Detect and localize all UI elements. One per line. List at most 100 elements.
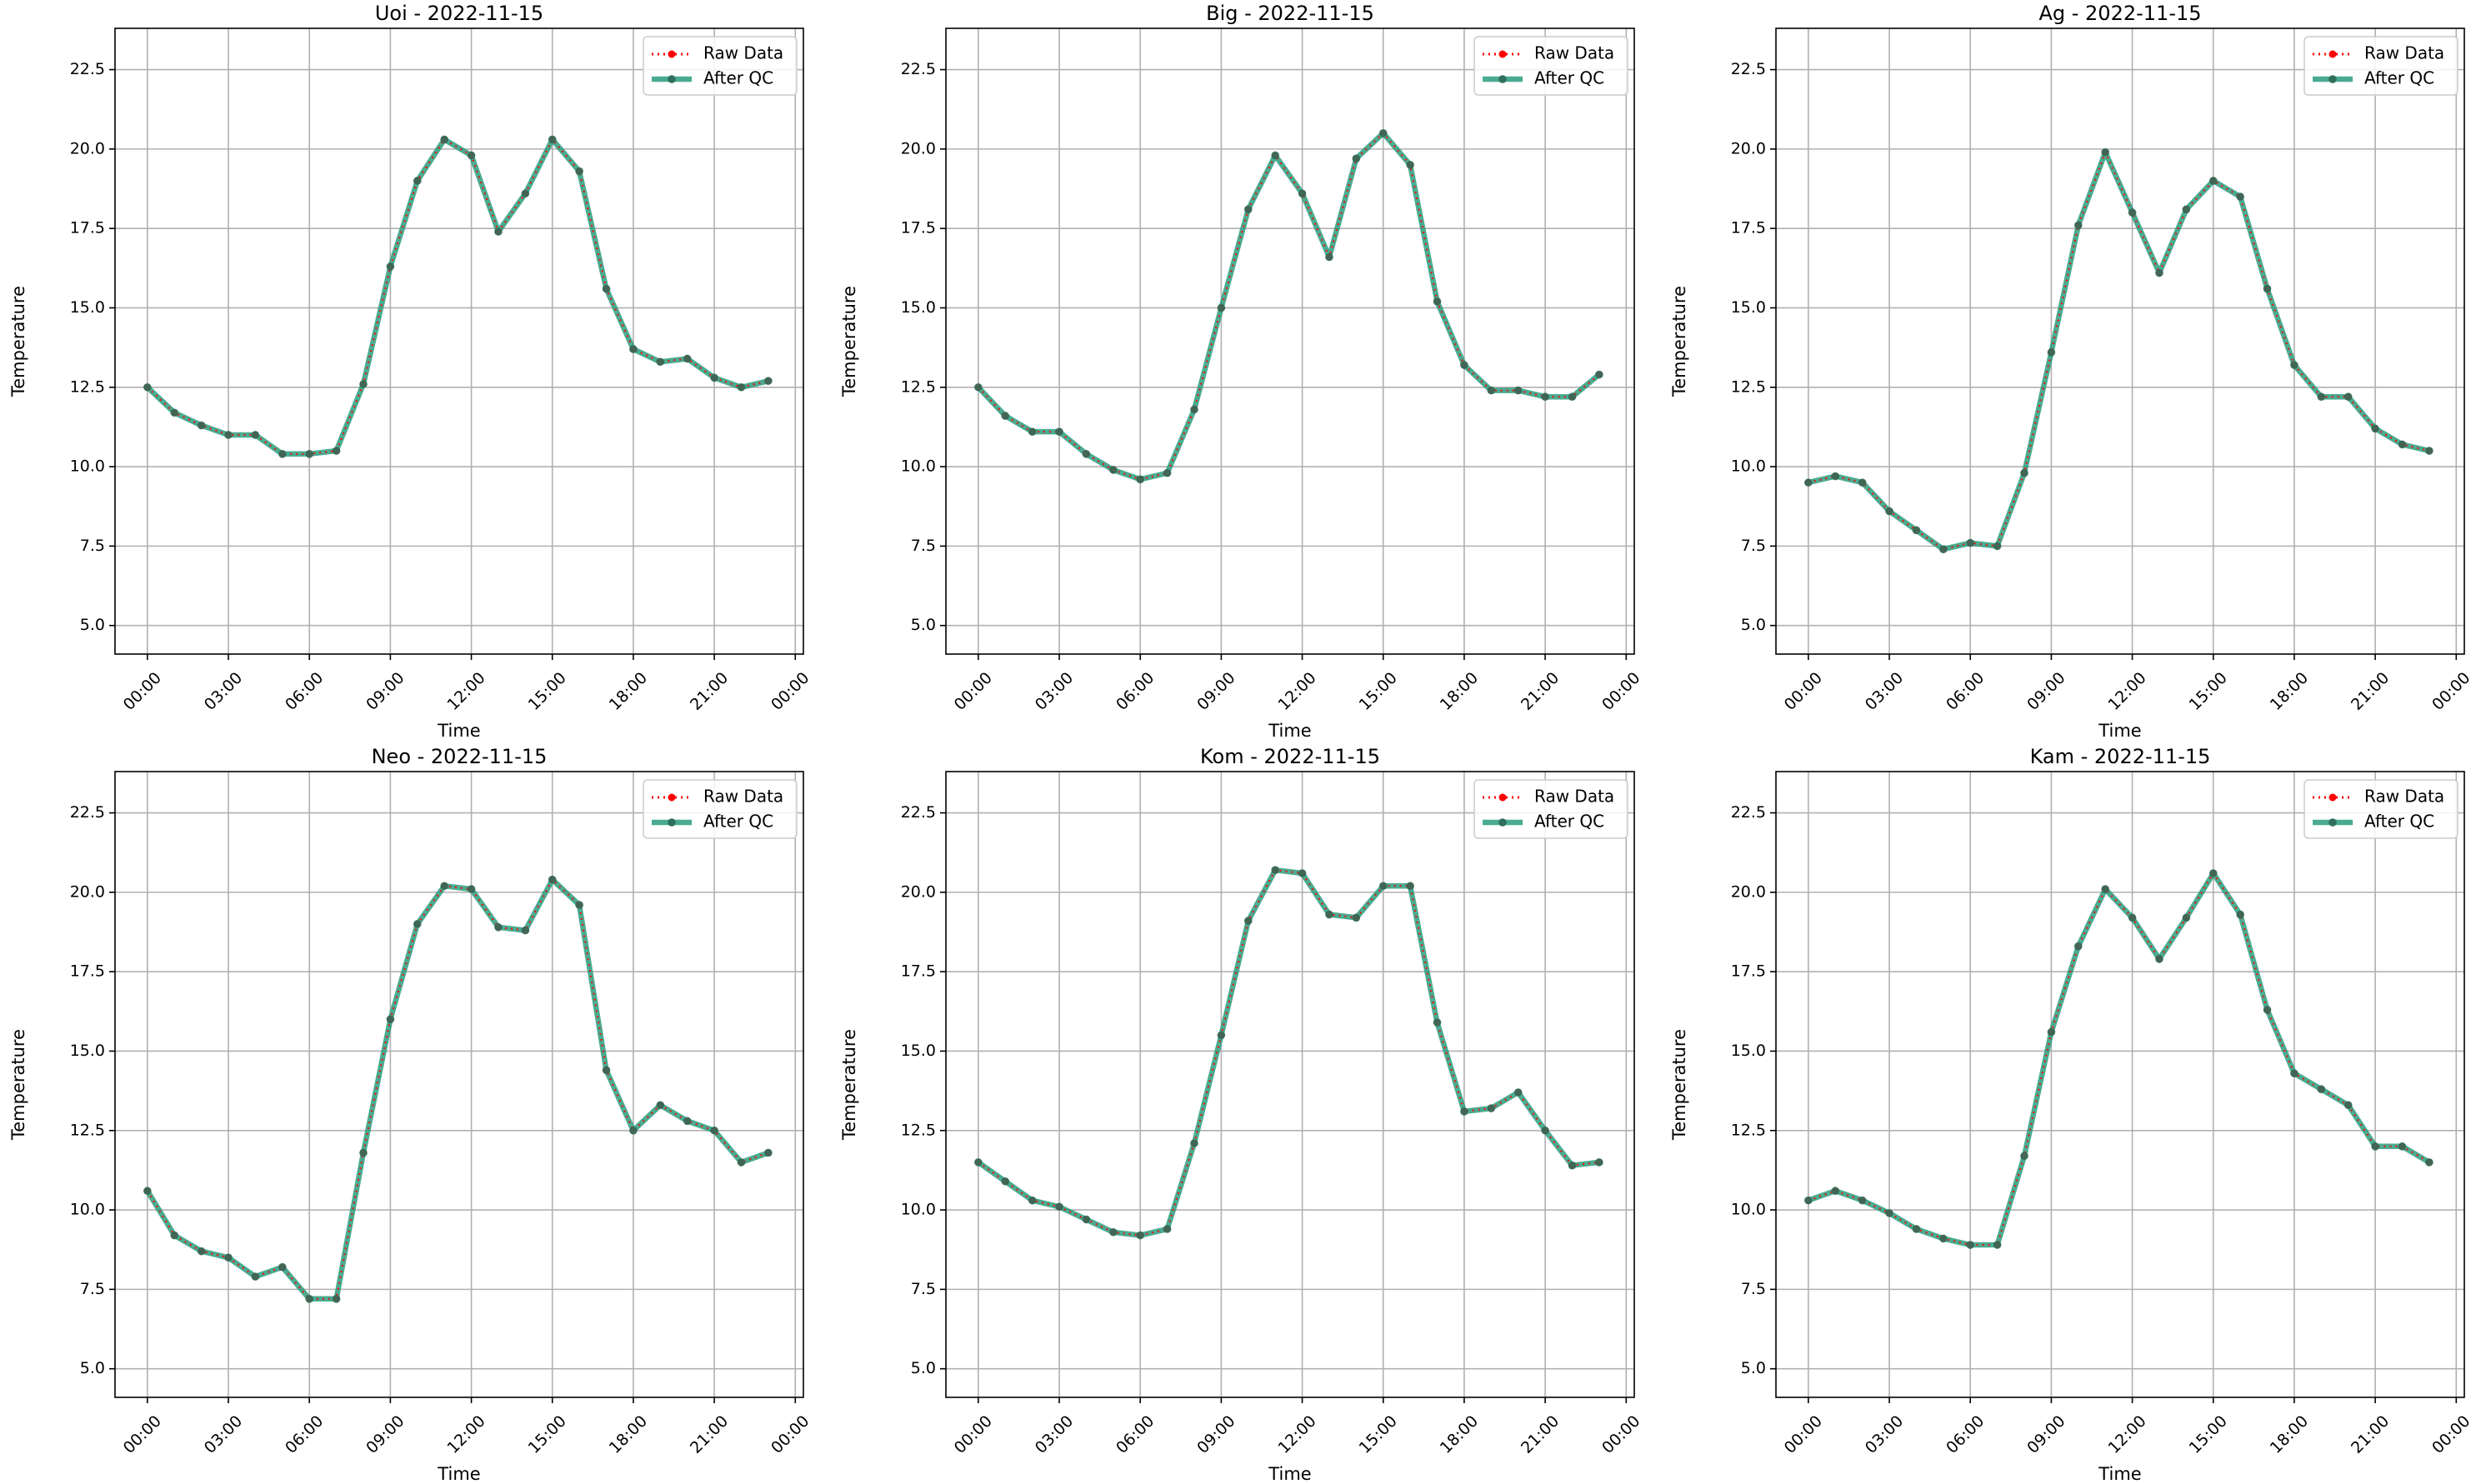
after-qc-point	[1217, 1031, 1226, 1040]
chart-title: Neo - 2022-11-15	[372, 745, 548, 768]
after-qc-point	[2236, 192, 2244, 201]
y-tick-label: 22.5	[70, 803, 105, 822]
y-tick-label: 12.5	[1731, 377, 1766, 396]
after-qc-point	[1082, 1215, 1091, 1224]
y-tick-label: 15.0	[1731, 1042, 1766, 1060]
after-qc-point	[1513, 1088, 1523, 1097]
after-qc-point	[305, 450, 314, 458]
chart-title: Kom - 2022-11-15	[1200, 745, 1380, 768]
after-qc-point	[2371, 1142, 2379, 1151]
y-tick-label: 10.0	[901, 457, 936, 476]
y-tick-label: 5.0	[1741, 616, 1766, 634]
after-qc-point	[2290, 361, 2298, 369]
x-tick-label: 00:00	[1598, 669, 1643, 714]
legend-label-raw: Raw Data	[703, 43, 783, 63]
after-qc-point	[1298, 869, 1307, 877]
after-qc-point	[2101, 885, 2109, 893]
legend-label-raw: Raw Data	[1534, 43, 1614, 63]
y-tick-label: 20.0	[1731, 882, 1766, 901]
legend: Raw Data After QC	[643, 36, 798, 96]
y-tick-label: 15.0	[901, 1042, 936, 1060]
after-qc-point	[1595, 1158, 1603, 1167]
x-tick-label: 09:00	[1193, 669, 1238, 714]
x-tick-label: 21:00	[1518, 669, 1563, 714]
after-qc-point	[413, 177, 422, 185]
x-tick-label: 06:00	[1943, 1412, 1988, 1457]
legend-label-raw: Raw Data	[2364, 43, 2444, 63]
y-axis-label: Temperature	[1669, 286, 1689, 397]
y-tick-label: 5.0	[911, 616, 936, 634]
after-qc-point	[1271, 866, 1279, 874]
legend-qc-marker	[1498, 818, 1507, 827]
after-qc-point	[548, 875, 557, 884]
after-qc-point	[575, 901, 583, 909]
after-qc-point	[170, 1231, 179, 1240]
after-qc-point	[2155, 268, 2163, 277]
x-tick-label: 21:00	[687, 1412, 732, 1457]
after-qc-point	[2371, 424, 2379, 433]
legend-label-qc: After QC	[1534, 812, 1604, 832]
legend-qc-marker	[2328, 75, 2337, 83]
x-tick-label: 09:00	[1193, 1412, 1238, 1457]
y-tick-label: 7.5	[911, 1280, 936, 1298]
after-qc-point	[656, 1101, 665, 1110]
x-tick-label: 06:00	[1943, 669, 1988, 714]
after-qc-point	[278, 450, 287, 458]
x-axis-label: Time	[2098, 721, 2141, 741]
after-qc-point	[1433, 1018, 1442, 1027]
y-tick-label: 17.5	[901, 219, 936, 237]
after-qc-point	[1190, 405, 1198, 414]
after-qc-point	[143, 382, 152, 392]
after-qc-point	[1993, 542, 2002, 551]
x-tick-label: 09:00	[2023, 1412, 2068, 1457]
after-qc-point	[2343, 392, 2353, 402]
after-qc-point	[1352, 913, 1361, 922]
y-tick-label: 15.0	[70, 1042, 105, 1060]
raw-data-line	[1808, 871, 2430, 1247]
plot-frame	[945, 771, 1635, 1398]
after-qc-point	[224, 1253, 233, 1262]
y-tick-label: 20.0	[70, 882, 105, 901]
after-qc-point	[251, 1272, 260, 1281]
chart-title: Ag - 2022-11-15	[2038, 2, 2201, 25]
x-tick-label: 06:00	[1113, 1412, 1158, 1457]
legend-label-raw: Raw Data	[703, 787, 783, 807]
after-qc-point	[1939, 1234, 1948, 1243]
x-tick-label: 21:00	[1518, 1412, 1563, 1457]
after-qc-point	[2317, 392, 2326, 402]
x-tick-label: 12:00	[2104, 669, 2149, 714]
after-qc-point	[413, 920, 422, 928]
after-qc-point	[1055, 1202, 1063, 1212]
x-tick-label: 09:00	[2023, 669, 2068, 714]
y-tick-label: 20.0	[70, 139, 105, 157]
after-qc-point	[1912, 526, 1921, 535]
chart-panel-6: 00:00 03:00 06:00 09:00 12:00 15:00 18:00 21:00…	[1669, 745, 2473, 1484]
after-qc-point	[1487, 386, 1496, 395]
raw-data-line	[1808, 149, 2430, 551]
after-qc-point	[2208, 177, 2218, 185]
y-axis-label: Temperature	[839, 1029, 859, 1141]
x-tick-label: 00:00	[951, 669, 996, 714]
after-qc-point	[2425, 447, 2433, 455]
after-qc-point	[1055, 427, 1063, 436]
y-tick-label: 15.0	[901, 298, 936, 317]
after-qc-point	[1460, 1107, 1468, 1116]
x-axis-label: Time	[2098, 1464, 2141, 1484]
after-qc-point	[602, 1066, 611, 1075]
y-tick-label: 5.0	[1741, 1359, 1766, 1377]
after-qc-point	[1406, 882, 1414, 891]
legend: Raw Data After QC	[1473, 779, 1628, 839]
legend-label-raw: Raw Data	[1534, 787, 1614, 807]
after-qc-point	[1001, 412, 1010, 420]
y-tick-label: 10.0	[1731, 457, 1766, 476]
x-tick-label: 12:00	[1274, 669, 1319, 714]
x-tick-label: 18:00	[606, 1412, 651, 1457]
plot-frame	[1775, 27, 2465, 655]
after-qc-point	[359, 380, 368, 388]
x-tick-label: 15:00	[2186, 1412, 2231, 1457]
y-axis-label: Temperature	[839, 286, 859, 397]
x-tick-label: 18:00	[1437, 669, 1482, 714]
chart-title: Kam - 2022-11-15	[2030, 745, 2211, 768]
after-qc-point	[1885, 507, 1893, 516]
